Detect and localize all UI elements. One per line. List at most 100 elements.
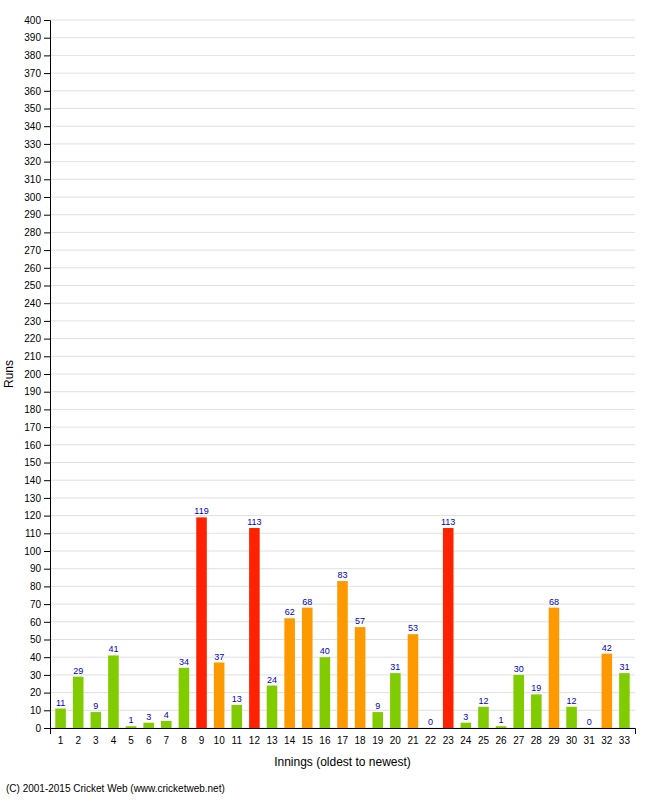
y-tick: 330: [24, 139, 50, 150]
plot: 1129941134341193713113246268408357931530…: [24, 15, 635, 746]
grid-line: [50, 497, 635, 498]
x-tick-label: 8: [181, 735, 187, 746]
y-tick-label: 90: [30, 563, 42, 574]
x-tick-label: 12: [249, 735, 261, 746]
x-tick: 31: [584, 735, 596, 746]
x-tick-label: 7: [164, 735, 170, 746]
x-tick: 4: [111, 735, 117, 746]
data-label: 31: [390, 662, 400, 672]
y-tick-label: 290: [24, 209, 41, 220]
y-tick-mark: [44, 516, 50, 517]
x-tick-label: 26: [496, 735, 508, 746]
x-tick-label: 4: [111, 735, 117, 746]
grid: [50, 20, 635, 728]
grid-line: [50, 108, 635, 109]
x-tick: 5: [128, 735, 134, 746]
y-tick: 20: [30, 687, 50, 698]
x-tick: 11: [232, 735, 243, 746]
y-tick-label: 120: [24, 510, 41, 521]
bar: [408, 634, 419, 728]
y-tick-label: 100: [24, 546, 41, 557]
y-axis-title: Runs: [2, 360, 16, 388]
x-tick: 13: [266, 735, 278, 746]
y-tick: 110: [25, 528, 50, 539]
bar: [549, 608, 560, 728]
y-tick: 400: [24, 15, 50, 26]
data-label: 40: [320, 646, 330, 656]
x-tick: 9: [199, 735, 205, 746]
y-tick: 320: [24, 156, 50, 167]
y-tick: 250: [24, 280, 50, 291]
y-tick-label: 330: [24, 139, 41, 150]
grid-line: [50, 551, 635, 552]
data-label: 119: [194, 506, 208, 516]
y-axis: 0102030405060708090100110120130140150160…: [24, 15, 50, 734]
y-tick-label: 170: [24, 422, 41, 433]
y-tick-label: 180: [24, 404, 41, 415]
footer: (C) 2001-2015 Cricket Web (www.cricketwe…: [6, 783, 225, 794]
grid-line: [50, 462, 635, 463]
y-tick-mark: [44, 91, 50, 92]
bar: [73, 677, 84, 728]
grid-line: [50, 126, 635, 127]
data-label: 68: [302, 597, 312, 607]
data-label: 62: [285, 607, 295, 617]
x-axis-line: [51, 729, 636, 735]
y-tick: 190: [24, 386, 50, 397]
x-tick-label: 5: [128, 735, 134, 746]
bar: [337, 581, 348, 728]
x-tick-label: 33: [619, 735, 631, 746]
y-tick: 40: [30, 652, 50, 663]
x-tick: 1: [58, 735, 64, 746]
y-tick-label: 50: [30, 634, 42, 645]
x-tick-label: 13: [266, 735, 278, 746]
y-tick: 150: [24, 457, 50, 468]
x-tick: 30: [566, 735, 578, 746]
y-tick: 200: [24, 369, 50, 380]
bar: [267, 686, 278, 728]
data-label: 19: [531, 683, 541, 693]
y-tick-label: 390: [24, 32, 41, 43]
x-tick-label: 19: [372, 735, 384, 746]
y-tick: 340: [24, 121, 50, 132]
data-label: 113: [441, 517, 455, 527]
x-tick-label: 21: [407, 735, 419, 746]
y-tick: 70: [30, 599, 50, 610]
data-label: 4: [164, 710, 169, 720]
bar: [372, 712, 383, 728]
x-tick-label: 29: [548, 735, 560, 746]
bar: [478, 707, 489, 728]
x-tick-label: 14: [284, 735, 296, 746]
x-tick-label: 20: [390, 735, 402, 746]
bar: [443, 528, 454, 728]
data-label: 9: [375, 701, 380, 711]
y-tick-mark: [44, 498, 50, 499]
y-tick-mark: [44, 109, 50, 110]
y-tick: 370: [24, 68, 50, 79]
y-tick-mark: [44, 144, 50, 145]
y-tick: 130: [24, 493, 50, 504]
y-tick-mark: [44, 604, 50, 605]
data-label: 83: [337, 570, 347, 580]
x-tick-label: 24: [460, 735, 472, 746]
bar: [496, 726, 507, 728]
bar: [513, 675, 524, 728]
bar: [390, 673, 401, 728]
y-tick-label: 340: [24, 121, 41, 132]
y-tick-mark: [44, 339, 50, 340]
x-tick: 2: [75, 735, 81, 746]
bar: [425, 728, 436, 729]
data-label: 11: [56, 698, 65, 708]
x-tick: 20: [390, 735, 402, 746]
grid-line: [50, 320, 635, 321]
grid-line: [50, 427, 635, 428]
y-tick-label: 220: [24, 333, 41, 344]
y-tick-mark: [44, 392, 50, 393]
y-tick-label: 280: [24, 227, 41, 238]
y-tick: 270: [24, 245, 50, 256]
grid-line: [50, 143, 635, 144]
y-tick-mark: [44, 693, 50, 694]
x-tick-label: 31: [584, 735, 596, 746]
y-tick: 380: [24, 50, 50, 61]
y-tick-label: 400: [24, 15, 41, 26]
